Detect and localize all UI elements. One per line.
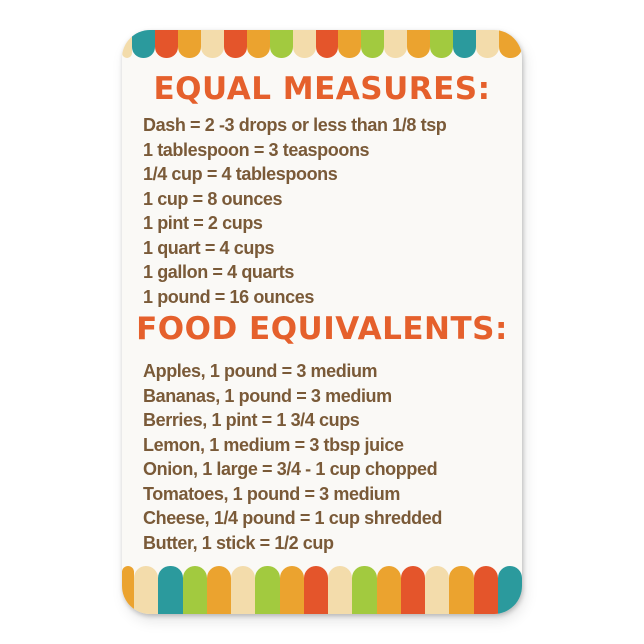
picket-stripe (352, 566, 377, 614)
picket-stripe (425, 566, 450, 614)
scallop-stripe (338, 30, 362, 58)
equivalent-line: Bananas, 1 pound = 3 medium (143, 385, 392, 406)
scallop-stripe (154, 30, 178, 58)
scallop-stripe (499, 30, 522, 58)
equivalent-line: Lemon, 1 medium = 3 tbsp juice (143, 434, 404, 455)
food-equivalents-list: Apples, 1 pound = 3 medium Bananas, 1 pou… (143, 359, 516, 555)
equivalent-line: Butter, 1 stick = 1/2 cup (143, 532, 334, 553)
scallop-stripe (292, 30, 316, 58)
equivalent-line: Cheese, 1/4 pound = 1 cup shredded (143, 508, 442, 528)
equivalent-line: Apples, 1 pound = 3 medium (143, 361, 378, 381)
picket-stripe (206, 566, 231, 614)
kitchen-measures-magnet-card: EQUAL MEASURES: Dash = 2 -3 drops or les… (122, 30, 522, 614)
equal-measures-list: Dash = 2 -3 drops or less than 1/8 tsp 1 … (143, 113, 516, 309)
equivalent-line: Onion, 1 large = 3/4 - 1 cup chopped (143, 459, 438, 479)
picket-stripe (134, 566, 159, 614)
picket-stripe (303, 566, 328, 614)
picket-stripe (473, 566, 498, 614)
food-equivalents-heading: FOOD EQUIVALENTS: (136, 311, 508, 347)
conversion-line: 1/4 cup = 4 tablespoons (143, 164, 338, 184)
scallop-stripe (407, 30, 431, 58)
conversion-line: 1 tablespoon = 3 teaspoons (143, 139, 370, 160)
picket-stripe (328, 566, 353, 614)
picket-stripe (497, 566, 522, 614)
scallop-stripe (269, 30, 293, 58)
bottom-stripe-border (122, 566, 522, 614)
equal-measures-heading: EQUAL MEASURES: (153, 71, 491, 107)
conversion-line: Dash = 2 -3 drops or less than 1/8 tsp (143, 115, 447, 135)
top-scallop-border (122, 30, 522, 58)
picket-stripe (400, 566, 425, 614)
picket-stripe (158, 566, 183, 614)
scallop-stripe (223, 30, 247, 58)
scallop-stripe (476, 30, 499, 58)
conversion-line: 1 pound = 16 ounces (143, 286, 314, 307)
scallop-stripe (122, 30, 132, 58)
conversion-line: 1 quart = 4 cups (143, 237, 275, 258)
scallop-stripe (384, 30, 408, 58)
picket-stripe (449, 566, 474, 614)
scallop-stripe (246, 30, 270, 58)
equivalent-line: Tomatoes, 1 pound = 3 medium (143, 483, 401, 504)
picket-stripe (122, 566, 134, 614)
scallop-stripe (200, 30, 224, 58)
scallop-stripe (315, 30, 339, 58)
scallop-stripe (132, 30, 155, 58)
scallop-stripe (430, 30, 454, 58)
conversion-line: 1 pint = 2 cups (143, 213, 263, 233)
picket-stripe (231, 566, 256, 614)
equivalent-line: Berries, 1 pint = 1 3/4 cups (143, 410, 360, 430)
conversion-line: 1 gallon = 4 quarts (143, 262, 294, 282)
conversion-line: 1 cup = 8 ounces (143, 188, 283, 209)
picket-stripe (182, 566, 207, 614)
picket-stripe (255, 566, 280, 614)
scallop-stripe (361, 30, 385, 58)
scallop-stripe (453, 30, 477, 58)
picket-stripe (279, 566, 304, 614)
picket-stripe (376, 566, 401, 614)
scallop-stripe (177, 30, 201, 58)
